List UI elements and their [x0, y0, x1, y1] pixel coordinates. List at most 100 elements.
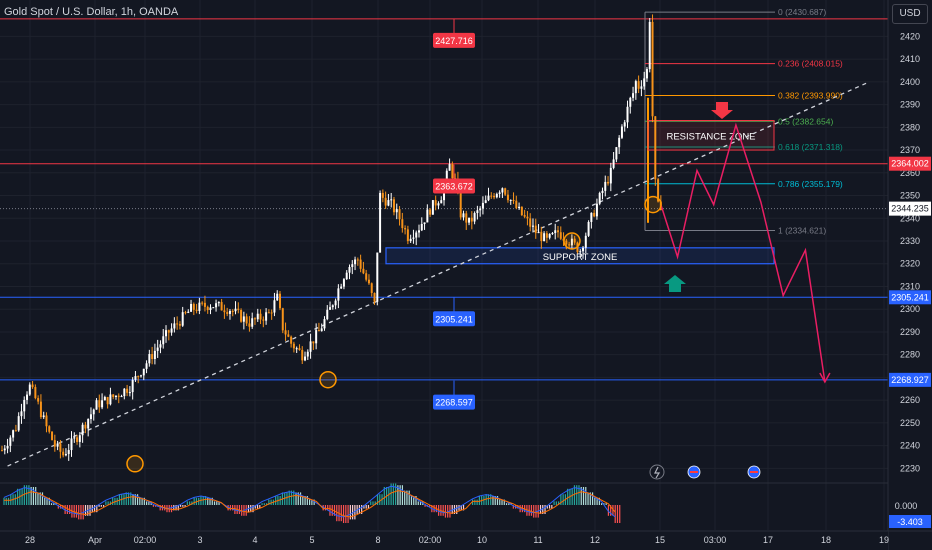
fibonacci-retracement[interactable]: 0 (2430.687) 0.236 (2408.015) 0.382 (2393.…: [644, 7, 843, 235]
axis-mark-resistance: 2364.002: [891, 159, 929, 169]
candle: [212, 307, 215, 309]
candle: [415, 232, 418, 238]
price-label-box: [433, 178, 475, 194]
candle: [573, 238, 576, 243]
candle: [392, 199, 395, 213]
trendline[interactable]: [7, 81, 870, 467]
candle: [28, 384, 31, 395]
y-tick-label: 2300: [900, 304, 920, 314]
support-zone-label: SUPPORT ZONE: [543, 252, 618, 263]
candle: [437, 203, 440, 206]
y-tick-label: 2310: [900, 281, 920, 291]
x-tick-label: 28: [25, 535, 35, 545]
y-tick-label: 2390: [900, 100, 920, 110]
x-tick-label: 02:00: [419, 535, 442, 545]
candle: [579, 251, 582, 253]
candle: [190, 303, 193, 312]
x-tick-label: 12: [590, 535, 600, 545]
candle: [543, 233, 546, 242]
candle: [390, 199, 393, 201]
candle: [540, 231, 543, 242]
candle: [256, 313, 259, 320]
candle: [84, 424, 87, 429]
candle: [470, 217, 473, 222]
candle: [493, 195, 496, 198]
candle: [148, 354, 151, 364]
macd-zero-label: 0.000: [895, 501, 918, 511]
dashed-trendline: [7, 81, 870, 467]
price-axis[interactable]: 2230224022502260227022802290230023102320…: [887, 0, 932, 550]
candle: [370, 283, 373, 293]
candle: [290, 336, 293, 344]
candle: [412, 237, 415, 239]
candle: [312, 341, 315, 344]
currency-button[interactable]: USD: [892, 4, 928, 24]
candle: [304, 356, 307, 361]
candle: [298, 348, 301, 351]
candle: [62, 451, 65, 456]
candle: [262, 319, 265, 321]
axis-mark-box: [889, 156, 931, 171]
time-axis[interactable]: 28 Apr 02:00 3 4 5 8 02:00 10 11 12 15 03:00 17 18 19: [0, 530, 932, 550]
candle: [479, 208, 482, 211]
x-tick-label: 4: [252, 535, 257, 545]
candle: [484, 200, 487, 203]
candle: [309, 341, 312, 352]
candle: [114, 395, 117, 397]
markers: [126, 102, 761, 480]
candle: [23, 399, 26, 412]
candle: [356, 259, 359, 261]
candle: [459, 192, 462, 218]
touch-circle-2: [563, 232, 581, 250]
candle: [176, 323, 179, 325]
candle: [401, 219, 404, 229]
candle: [270, 312, 273, 314]
candle: [206, 306, 209, 311]
candle: [657, 179, 660, 202]
candle: [367, 279, 370, 284]
candle: [587, 221, 590, 236]
candle: [59, 443, 62, 452]
x-tick-label: 17: [763, 535, 773, 545]
macd-value-box: [889, 515, 931, 528]
candle: [1, 450, 3, 452]
candle: [14, 430, 17, 432]
candle: [245, 316, 248, 324]
candle: [17, 416, 20, 431]
price-label-box: [433, 394, 475, 410]
candle: [643, 78, 646, 87]
candle: [292, 343, 295, 349]
candle: [365, 273, 368, 280]
down-arrow-icon: [711, 102, 733, 119]
candle: [153, 350, 156, 359]
price-axis-bg: [888, 0, 932, 550]
candle: [317, 330, 320, 332]
candle: [359, 259, 362, 269]
candle: [584, 235, 587, 248]
y-tick-label: 2320: [900, 259, 920, 269]
signal-line: [4, 490, 616, 518]
candle: [565, 240, 568, 245]
candle: [434, 200, 437, 206]
candle: [609, 167, 612, 184]
candle: [448, 164, 451, 171]
candle: [123, 388, 126, 397]
candle: [184, 312, 187, 314]
candle: [337, 288, 340, 301]
horizontal-levels: [0, 18, 888, 381]
x-tick-label: 5: [309, 535, 314, 545]
candle: [518, 206, 521, 209]
candle: [431, 200, 434, 215]
lightning-bolt: [654, 466, 661, 479]
projection-path[interactable]: [660, 122, 831, 384]
candle: [406, 229, 409, 242]
candle: [78, 435, 81, 442]
touch-circle-3: [644, 195, 662, 214]
candle: [570, 238, 573, 246]
candles: [1, 14, 662, 461]
candle: [409, 238, 412, 242]
candle: [203, 302, 206, 307]
lightning-icon: [649, 464, 665, 480]
